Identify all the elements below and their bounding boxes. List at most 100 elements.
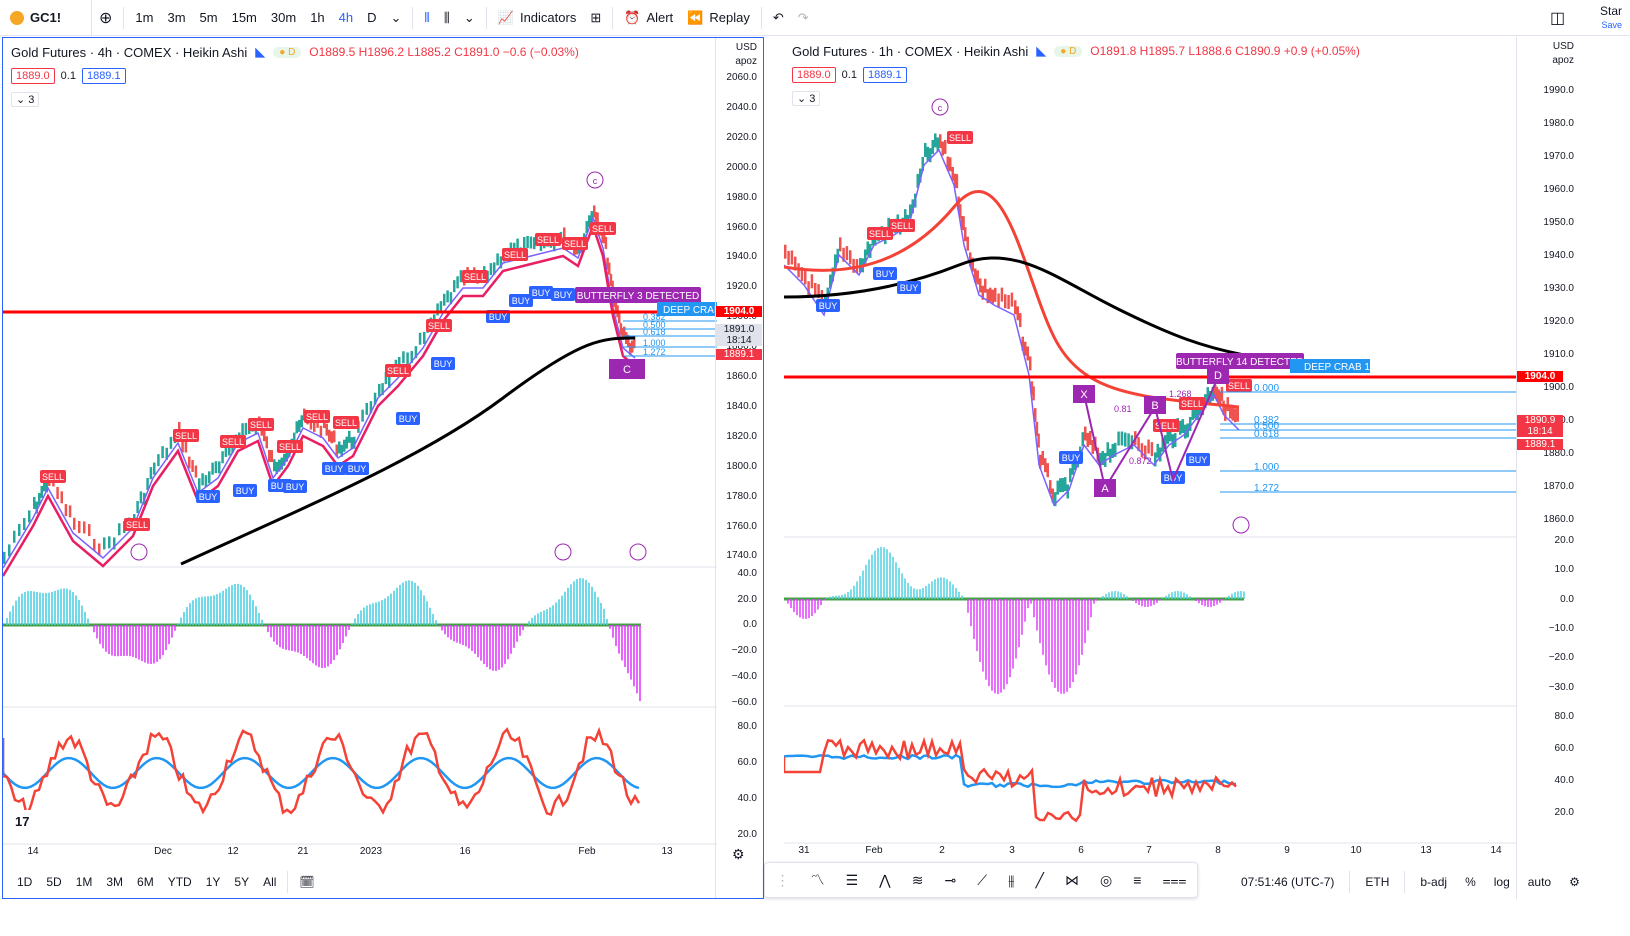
auto-toggle[interactable]: auto [1527,875,1552,889]
log-toggle[interactable]: log [1493,875,1510,889]
chart-settings-button[interactable]: ⚙ [1562,868,1587,896]
time-tick: Dec [154,846,172,857]
fib-spiral-icon[interactable]: ◎ [1100,871,1113,888]
price-tick: 1760.0 [726,520,757,532]
fib-retracement-icon[interactable]: ☰ [845,871,859,888]
right-ask-button[interactable]: 1889.1 [862,67,907,83]
currency-selector[interactable]: USD [735,42,757,53]
star-save-button[interactable]: Star Save [1600,4,1622,32]
heikin-ashi-candle [1166,429,1169,444]
histogram-bar [360,610,362,625]
xabcd-pattern-icon[interactable]: ⋈ [1065,871,1080,888]
heikin-ashi-candle [265,436,268,449]
range-5d[interactable]: 5D [46,875,62,889]
timeframe-4h[interactable]: 4h [338,10,354,25]
goto-date-button[interactable]: 🗓 [292,868,321,896]
redo-button[interactable]: ↷ [791,0,816,36]
alert-button[interactable]: ⏰ Alert [617,0,680,36]
indicators-button[interactable]: 📈 Indicators [491,0,584,36]
histogram-bar [123,625,125,656]
add-symbol-button[interactable]: ⊕ [92,0,119,36]
event-icon[interactable] [554,543,572,561]
timeframe-d[interactable]: D [367,10,377,25]
timeframe-1m[interactable]: 1m [135,10,154,25]
heikin-ashi-candle [1054,492,1057,507]
histogram-bar [633,625,635,687]
fib-channel-icon[interactable]: ≋ [911,871,924,888]
left-ask-button[interactable]: 1889.1 [81,68,126,84]
histogram-bar [1087,599,1089,631]
timeframe-dropdown[interactable]: ⌄ [384,0,409,36]
timeframe-1h[interactable]: 1h [310,10,325,25]
timeframe-15m[interactable]: 15m [231,10,257,25]
time-tick: 7 [1146,845,1152,856]
left-time-axis[interactable]: 14 Dec 12 21 2023 16 Feb 13 [27,846,673,857]
trend-line-icon[interactable]: ╱ [1035,871,1044,888]
right-chart-pane[interactable]: Gold Futures · 1h · COMEX · Heikin Ashi … [784,37,1630,899]
session-toggle[interactable]: ETH [1365,875,1390,889]
left-price-axis[interactable]: USD apoz 2060.0 2040.0 2020.0 2000.0 1980.0 1… [715,38,763,898]
left-chart-pane[interactable]: Gold Futures · 4h · COMEX · Heikin Ashi … [2,37,764,899]
fib-timezone-icon[interactable]: ⩶ [1162,871,1187,888]
histogram-bar [456,625,458,643]
left-indicators-toggle[interactable]: ⌄ 3 [11,92,40,107]
right-time-axis[interactable]: 31 Feb 2 3 6 7 8 9 10 13 14 [798,845,1502,856]
trend-angle-icon[interactable]: 〽 [810,872,825,888]
currency-selector[interactable]: USD [1552,41,1574,52]
undo-button[interactable]: ↶ [766,0,791,36]
indicators-label: Indicators [519,10,577,25]
replay-button[interactable]: ⏪ Replay [680,0,757,36]
range-5y[interactable]: 5Y [234,875,250,889]
heikin-ashi-candle [1189,416,1192,431]
timeframe-3m[interactable]: 3m [167,10,186,25]
symbol-search[interactable]: GC1! [0,0,92,36]
fib-extension-icon[interactable]: ≡ [1133,872,1142,888]
histogram-bar [270,625,272,638]
range-ytd[interactable]: YTD [167,875,192,889]
chart-type-dropdown[interactable]: ⌄ [457,0,482,36]
timeframe-5m[interactable]: 5m [199,10,218,25]
timeframe-30m[interactable]: 30m [270,10,297,25]
histogram-bar [309,625,311,661]
ray-icon[interactable]: ⟋ [977,871,988,888]
range-1d[interactable]: 1D [17,875,33,889]
right-indicators-toggle[interactable]: ⌄ 3 [792,91,821,106]
event-icon[interactable] [130,543,148,561]
clock[interactable]: 07:51:46 (UTC-7) [1241,875,1335,889]
right-price-axis[interactable]: USD apoz 1990.0 1980.0 1970.0 1960.0 1950.0 1… [1516,37,1580,899]
range-3m[interactable]: 3M [106,875,124,889]
range-1m[interactable]: 1M [75,875,93,889]
range-1y[interactable]: 1Y [205,875,221,889]
histogram-bar [54,590,56,625]
panel-toggle-button[interactable]: ◫ [1550,8,1565,28]
range-all[interactable]: All [263,875,277,889]
histogram-bar [228,586,230,625]
left-bid-button[interactable]: 1889.0 [11,68,55,84]
horizontal-line-icon[interactable]: ⊸ [944,871,957,888]
lightning-icon[interactable] [1232,516,1250,534]
right-bid-button[interactable]: 1889.0 [792,67,836,83]
heikin-ashi-candle [353,436,356,449]
histogram-bar [928,583,930,599]
lightning-icon[interactable] [629,543,647,561]
bar-style-button[interactable]: ⫴ [417,0,436,36]
heikin-ashi-candle [1032,386,1035,401]
parallel-channel-icon[interactable]: ⫵ [1008,871,1015,888]
candles-button[interactable]: ⫼ [437,0,457,36]
layouts-button[interactable]: ⊞ [583,0,608,36]
histogram-bar [1225,598,1227,599]
heikin-ashi-candle [1209,391,1212,406]
left-chart-canvas[interactable]: SELL SELL SELL SELL SELL SELL SELL SELL SELL SELL… [3,38,717,898]
settings-gear-icon[interactable]: ⚙ [732,846,745,862]
pattern-icon[interactable]: ⋀ [879,871,891,888]
percent-toggle[interactable]: % [1465,875,1476,889]
histogram-bar [165,625,167,651]
range-6m[interactable]: 6M [137,875,154,889]
heikin-ashi-candle [489,263,493,276]
heikin-ashi-candle [149,467,153,480]
price-tick: 1740.0 [726,550,757,562]
badj-toggle[interactable]: b-adj [1420,875,1448,889]
histogram-bar [895,562,897,599]
drag-handle-icon[interactable]: ⋮ [775,871,790,888]
